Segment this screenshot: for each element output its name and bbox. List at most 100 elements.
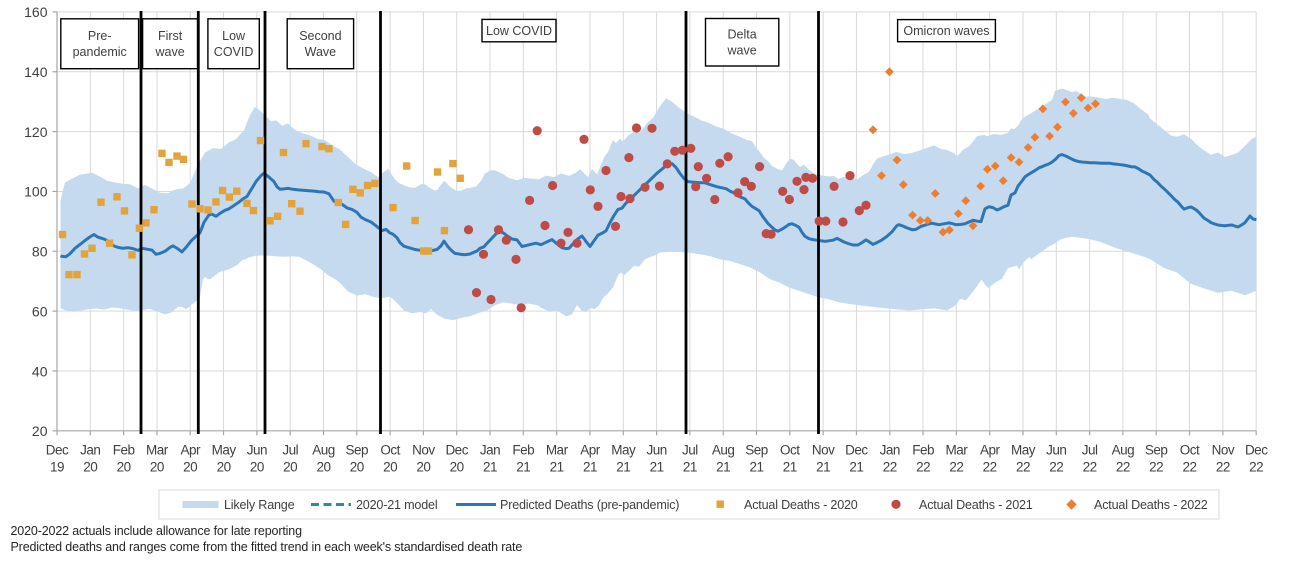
svg-text:20: 20 [117, 460, 131, 475]
svg-text:Dec: Dec [445, 443, 468, 458]
svg-text:21: 21 [583, 460, 597, 475]
svg-text:Pre-: Pre- [88, 29, 112, 43]
svg-text:Mar: Mar [146, 443, 169, 458]
svg-text:22: 22 [983, 460, 997, 475]
svg-text:First: First [158, 29, 183, 43]
svg-text:21: 21 [483, 460, 497, 475]
svg-text:80: 80 [32, 244, 48, 260]
svg-text:Second: Second [299, 29, 341, 43]
svg-text:21: 21 [816, 460, 830, 475]
svg-text:Jan: Jan [880, 443, 900, 458]
svg-text:100: 100 [24, 184, 48, 200]
svg-text:2020-21 model: 2020-21 model [356, 498, 437, 512]
svg-text:Jun: Jun [646, 443, 666, 458]
svg-text:20: 20 [383, 460, 397, 475]
svg-text:Jul: Jul [682, 443, 698, 458]
svg-text:22: 22 [1249, 460, 1263, 475]
svg-text:wave: wave [727, 44, 757, 58]
svg-text:20: 20 [316, 460, 330, 475]
svg-text:22: 22 [1016, 460, 1030, 475]
svg-text:22: 22 [883, 460, 897, 475]
svg-text:20: 20 [83, 460, 97, 475]
svg-text:21: 21 [550, 460, 564, 475]
svg-text:Jul: Jul [282, 443, 298, 458]
svg-text:140: 140 [24, 64, 48, 80]
svg-text:Sep: Sep [346, 443, 369, 458]
svg-text:Oct: Oct [380, 443, 400, 458]
svg-text:pandemic: pandemic [73, 45, 127, 59]
svg-text:21: 21 [749, 460, 763, 475]
svg-text:19: 19 [50, 460, 64, 475]
svg-text:22: 22 [1116, 460, 1130, 475]
svg-text:Apr: Apr [980, 443, 1001, 458]
svg-text:Aug: Aug [712, 443, 735, 458]
svg-text:Aug: Aug [312, 443, 335, 458]
svg-text:21: 21 [650, 460, 664, 475]
svg-text:Dec: Dec [845, 443, 868, 458]
svg-text:22: 22 [1049, 460, 1063, 475]
svg-text:22: 22 [1182, 460, 1196, 475]
svg-text:COVID: COVID [214, 45, 254, 59]
svg-text:Feb: Feb [113, 443, 135, 458]
svg-text:40: 40 [32, 363, 48, 379]
svg-text:Wave: Wave [305, 45, 337, 59]
svg-text:Oct: Oct [780, 443, 800, 458]
svg-text:20: 20 [450, 460, 464, 475]
svg-text:20: 20 [350, 460, 364, 475]
svg-text:20: 20 [283, 460, 297, 475]
svg-text:Omicron waves: Omicron waves [903, 24, 989, 38]
svg-text:Feb: Feb [912, 443, 934, 458]
svg-text:21: 21 [849, 460, 863, 475]
svg-text:Nov: Nov [1212, 443, 1235, 458]
svg-text:60: 60 [32, 303, 48, 319]
svg-text:2020-2022 actuals include allo: 2020-2022 actuals include allowance for … [11, 524, 303, 538]
svg-text:20: 20 [217, 460, 231, 475]
svg-text:May: May [611, 443, 636, 458]
svg-text:20: 20 [250, 460, 264, 475]
svg-text:Jan: Jan [80, 443, 100, 458]
svg-text:Mar: Mar [546, 443, 569, 458]
svg-text:May: May [1011, 443, 1036, 458]
svg-text:20: 20 [183, 460, 197, 475]
svg-text:Nov: Nov [412, 443, 435, 458]
svg-text:Sep: Sep [745, 443, 768, 458]
svg-text:Delta: Delta [728, 28, 757, 42]
svg-text:Mar: Mar [946, 443, 969, 458]
svg-text:Jan: Jan [480, 443, 500, 458]
svg-text:21: 21 [683, 460, 697, 475]
svg-text:20: 20 [416, 460, 430, 475]
svg-text:Apr: Apr [580, 443, 601, 458]
svg-text:Jun: Jun [247, 443, 267, 458]
svg-text:20: 20 [32, 423, 48, 439]
svg-text:May: May [212, 443, 237, 458]
svg-text:21: 21 [716, 460, 730, 475]
svg-text:21: 21 [616, 460, 630, 475]
svg-text:Actual Deaths - 2022: Actual Deaths - 2022 [1094, 498, 1208, 512]
svg-text:wave: wave [155, 45, 185, 59]
svg-text:160: 160 [24, 4, 48, 20]
svg-text:Nov: Nov [812, 443, 835, 458]
svg-text:Low COVID: Low COVID [486, 24, 552, 38]
svg-text:21: 21 [516, 460, 530, 475]
svg-text:22: 22 [1149, 460, 1163, 475]
svg-text:Dec: Dec [1245, 443, 1268, 458]
svg-text:Dec: Dec [46, 443, 69, 458]
svg-text:22: 22 [949, 460, 963, 475]
svg-text:21: 21 [783, 460, 797, 475]
svg-text:22: 22 [1216, 460, 1230, 475]
svg-text:Sep: Sep [1145, 443, 1168, 458]
svg-text:Predicted Deaths (pre-pandemic: Predicted Deaths (pre-pandemic) [500, 498, 679, 512]
svg-text:Jul: Jul [1082, 443, 1098, 458]
svg-text:Likely Range: Likely Range [224, 498, 295, 512]
svg-text:Aug: Aug [1112, 443, 1135, 458]
svg-text:Predicted deaths and ranges co: Predicted deaths and ranges come from th… [11, 540, 523, 554]
svg-text:Feb: Feb [512, 443, 534, 458]
svg-text:Jun: Jun [1046, 443, 1066, 458]
svg-text:20: 20 [150, 460, 164, 475]
svg-text:22: 22 [1083, 460, 1097, 475]
svg-text:Actual Deaths - 2020: Actual Deaths - 2020 [744, 498, 858, 512]
svg-text:Actual Deaths - 2021: Actual Deaths - 2021 [919, 498, 1033, 512]
svg-text:22: 22 [916, 460, 930, 475]
svg-text:Apr: Apr [180, 443, 201, 458]
svg-text:Low: Low [222, 29, 246, 43]
